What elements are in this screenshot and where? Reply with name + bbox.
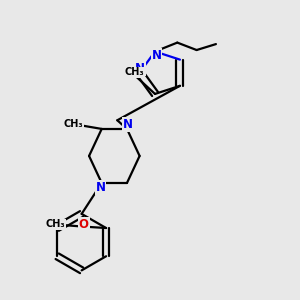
Text: O: O [79,218,89,231]
Text: CH₃: CH₃ [46,220,65,230]
Text: N: N [135,62,145,75]
Text: CH₃: CH₃ [124,67,144,77]
Text: N: N [123,118,133,131]
Text: CH₃: CH₃ [64,119,83,130]
Text: N: N [95,181,106,194]
Text: N: N [152,49,161,62]
